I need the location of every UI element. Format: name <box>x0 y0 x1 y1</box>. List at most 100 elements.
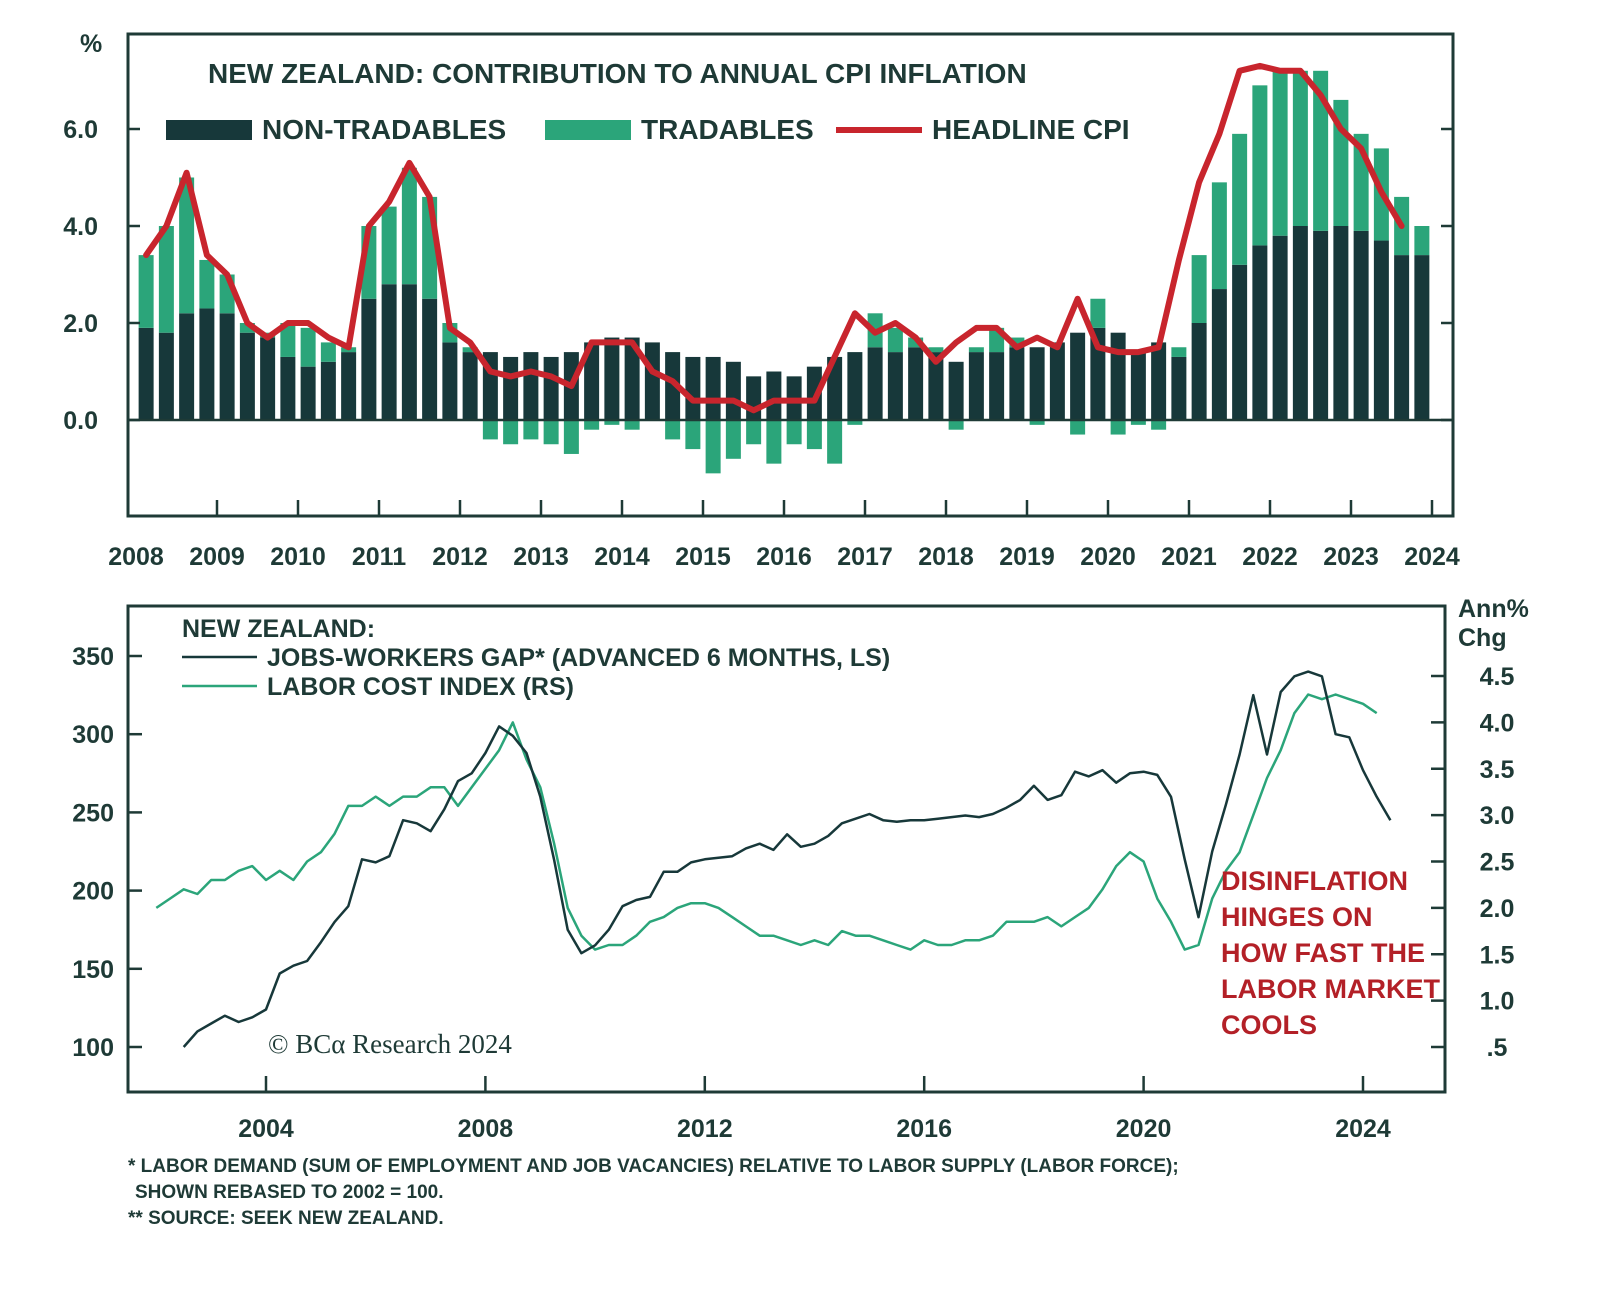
legend-label-labor-cost-index: LABOR COST INDEX (RS) <box>267 673 574 701</box>
bar-non-tradables <box>1414 255 1430 420</box>
bar-tradables <box>1292 70 1308 226</box>
bottom-x-tick-label: 2004 <box>238 1115 294 1143</box>
bar-non-tradables <box>948 361 964 420</box>
bottom-x-tick-label: 2016 <box>896 1115 952 1143</box>
bar-non-tradables <box>381 284 397 420</box>
bottom-left-y-tick-label: 200 <box>72 878 114 906</box>
annotation-text: DISINFLATION HINGES ON HOW FAST THE LABOR M… <box>1221 866 1440 1040</box>
bottom-chart-title: NEW ZEALAND: <box>182 615 375 643</box>
bar-tradables <box>766 420 782 464</box>
footnotes: * LABOR DEMAND (SUM OF EMPLOYMENT AND JO… <box>128 1156 1179 1229</box>
bar-tradables <box>1110 420 1126 435</box>
bar-non-tradables <box>725 361 741 420</box>
bar-tradables <box>1211 182 1227 290</box>
bar-non-tradables <box>1272 235 1288 420</box>
bar-tradables <box>320 342 336 362</box>
top-x-tick-label: 2008 <box>108 543 164 571</box>
bar-tradables <box>746 420 762 445</box>
right-axis-label: Ann% Chg <box>1458 595 1529 652</box>
legend-label-headline-cpi: HEADLINE CPI <box>932 114 1130 145</box>
watermark: © BCα Research 2024 <box>268 1029 512 1059</box>
jobs-workers-gap-line <box>182 670 1392 1048</box>
headline-cpi-line <box>143 62 1405 414</box>
bar-tradables <box>503 420 519 445</box>
bar-tradables <box>543 420 559 445</box>
right-axis-label-line-2: Chg <box>1458 624 1507 652</box>
bar-tradables <box>948 420 964 430</box>
right-axis-label-line-1: Ann% <box>1458 595 1529 623</box>
top-y-tick-label: 4.0 <box>63 213 98 241</box>
top-x-tick-label: 2014 <box>594 543 650 571</box>
bar-non-tradables <box>320 361 336 420</box>
bottom-right-y-tick-label: 1.5 <box>1480 941 1515 969</box>
bar-tradables <box>239 323 255 333</box>
footnote-3: ** SOURCE: SEEK NEW ZEALAND. <box>128 1208 444 1229</box>
annotation-line: DISINFLATION <box>1221 866 1408 896</box>
annotation-line: HOW FAST THE <box>1221 938 1425 968</box>
bar-tradables <box>401 167 417 285</box>
bar-tradables <box>1009 337 1025 348</box>
bottom-right-y-tick-label: 3.0 <box>1480 802 1515 830</box>
top-x-tick-label: 2010 <box>270 543 326 571</box>
bar-non-tradables <box>1333 226 1349 420</box>
bar-non-tradables <box>239 332 255 420</box>
bar-tradables <box>624 420 640 430</box>
bar-non-tradables <box>1151 342 1167 420</box>
bar-non-tradables <box>644 342 660 420</box>
bar-tradables <box>1090 298 1106 328</box>
bar-non-tradables <box>1171 356 1187 420</box>
bar-non-tradables <box>1394 255 1410 420</box>
labor-cost-index-line <box>155 693 1378 951</box>
bottom-x-tick-label: 2024 <box>1335 1115 1391 1143</box>
bar-non-tradables <box>867 347 883 420</box>
top-x-tick-label: 2012 <box>432 543 488 571</box>
annotation-line: COOLS <box>1221 1010 1317 1040</box>
bar-tradables <box>1252 85 1268 246</box>
top-x-tick-label: 2022 <box>1242 543 1298 571</box>
bar-non-tradables <box>138 327 154 420</box>
bar-non-tradables <box>1252 245 1268 420</box>
bar-non-tradables <box>928 352 944 420</box>
bar-non-tradables <box>665 352 681 420</box>
top-y-tick-label: 0.0 <box>63 407 98 435</box>
bar-tradables <box>1171 347 1187 357</box>
bar-non-tradables <box>422 298 438 420</box>
bar-tradables <box>928 347 944 353</box>
bar-tradables <box>179 177 195 314</box>
top-y-tick-label: 2.0 <box>63 310 98 338</box>
bottom-left-y-tick-label: 250 <box>72 799 114 827</box>
bar-non-tradables <box>1029 347 1045 420</box>
bar-tradables <box>300 327 316 367</box>
bar-non-tradables <box>341 352 357 420</box>
bar-non-tradables <box>1211 289 1227 420</box>
top-x-tick-label: 2021 <box>1161 543 1217 571</box>
bar-non-tradables <box>1070 332 1086 420</box>
top-x-tick-label: 2017 <box>837 543 893 571</box>
annotation-line: HINGES ON <box>1221 902 1373 932</box>
bottom-x-tick-label: 2012 <box>677 1115 733 1143</box>
top-x-tick-label: 2015 <box>675 543 731 571</box>
bar-tradables <box>563 420 579 454</box>
top-x-axis: 2008 2009 2010 2011 2012 2013 2014 2015 2016 2017… <box>108 500 1460 571</box>
bar-non-tradables <box>1232 264 1248 420</box>
bottom-right-y-tick-label: .5 <box>1487 1034 1508 1062</box>
bar-non-tradables <box>887 352 903 420</box>
bar-non-tradables <box>604 337 620 420</box>
bottom-left-y-tick-label: 350 <box>72 643 114 671</box>
bar-tradables <box>847 420 863 425</box>
bar-non-tradables <box>543 356 559 420</box>
bottom-right-y-tick-label: 2.5 <box>1480 849 1515 877</box>
bar-tradables <box>968 347 984 353</box>
bottom-plot-frame <box>126 604 1447 1094</box>
bar-non-tradables <box>1130 352 1146 420</box>
top-x-tick-label: 2011 <box>352 543 406 571</box>
bar-non-tradables <box>1009 347 1025 420</box>
bar-tradables <box>1029 420 1045 425</box>
bar-non-tradables <box>806 366 822 420</box>
bar-non-tradables <box>1292 226 1308 420</box>
bar-non-tradables <box>685 356 701 420</box>
bottom-left-y-tick-label: 100 <box>72 1034 114 1062</box>
bottom-x-tick-label: 2008 <box>458 1115 514 1143</box>
bar-non-tradables <box>1049 342 1065 420</box>
